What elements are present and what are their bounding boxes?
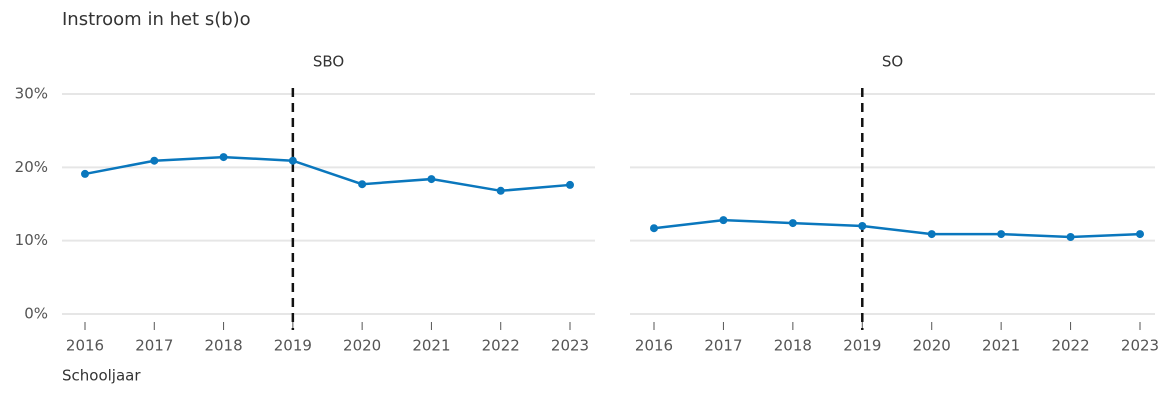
point [788,219,797,228]
x-tick-label: 2022 [482,337,520,355]
point [566,180,574,189]
line [84,155,571,193]
point [81,169,89,178]
point [358,180,367,189]
point [288,156,297,165]
x-tick-label: 2021 [982,337,1020,355]
y-tick-label: 10% [15,231,48,249]
point [927,230,936,239]
point [650,224,658,233]
point [496,186,505,195]
point [1066,233,1075,241]
facet-title: SBO [313,53,344,71]
point [219,153,228,162]
x-tick-label: 2017 [135,337,173,355]
point [150,156,159,165]
x-tick-label: 2018 [774,337,812,355]
x-tick-label: 2016 [635,337,673,355]
point [719,216,728,225]
y-tick-label: 30% [15,85,48,103]
y-tick-label: 0% [24,305,48,323]
y-tick-label: 20% [15,158,48,176]
x-tick-label: 2022 [1051,337,1089,355]
x-tick-label: 2023 [551,337,589,355]
x-tick-label: 2020 [913,337,951,355]
x-tick-label: 2018 [204,337,242,355]
x-tick-label: 2021 [412,337,450,355]
point [427,175,436,184]
point [1136,230,1144,239]
line [653,218,1141,239]
x-tick-label: 2016 [66,337,104,355]
facet-title: SO [882,53,903,71]
x-tick-label: 2017 [704,337,742,355]
x-tick-label: 2023 [1121,337,1159,355]
x-axis-label: Schooljaar [62,367,141,385]
point [997,230,1006,239]
x-tick-label: 2019 [843,337,881,355]
point [858,222,867,230]
x-tick-label: 2019 [274,337,312,355]
chart-title: Instroom in het s(b)o [62,9,251,30]
x-tick-label: 2020 [343,337,381,355]
